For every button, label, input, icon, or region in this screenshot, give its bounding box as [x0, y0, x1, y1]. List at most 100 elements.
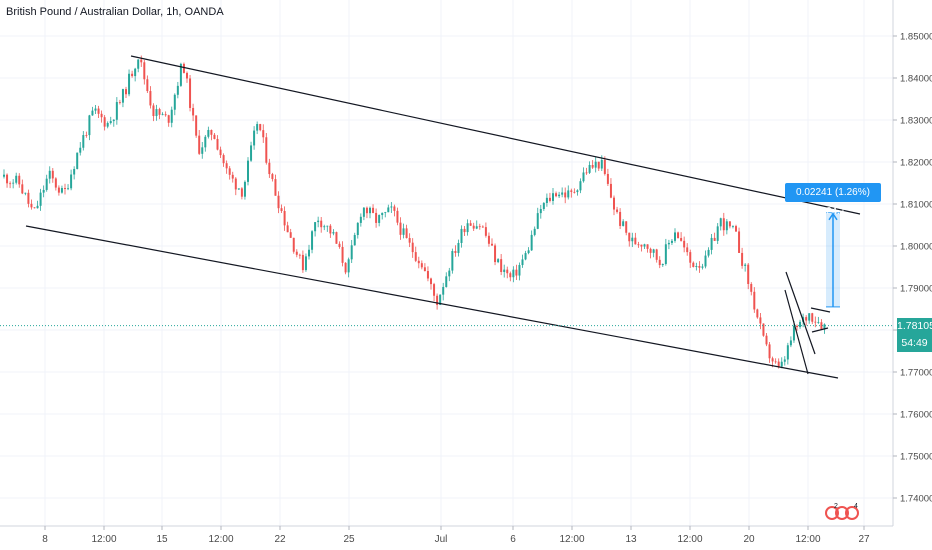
candle-body — [536, 213, 539, 229]
candle-body — [609, 183, 612, 198]
candle-body — [15, 175, 18, 183]
x-tick-label: 12:00 — [677, 534, 702, 545]
candle-body — [384, 212, 387, 213]
candle-body — [814, 321, 817, 323]
candle-body — [353, 235, 356, 246]
price-range-measure[interactable] — [826, 212, 840, 308]
candle-body — [451, 251, 454, 271]
candle-body — [433, 284, 436, 296]
candle-body — [109, 121, 112, 124]
candle-body — [576, 190, 579, 193]
candle-body — [399, 222, 402, 235]
candle-body — [210, 129, 213, 135]
measurement-arrowhead — [828, 212, 838, 221]
x-tick-label: 6 — [510, 534, 516, 545]
y-tick-label: 1.79000 — [900, 284, 932, 295]
candle-body — [247, 160, 249, 182]
candle-body — [713, 237, 716, 241]
x-tick-label: 12:00 — [559, 534, 584, 545]
candle-body — [420, 263, 423, 268]
candle-body — [128, 73, 131, 95]
candle-body — [561, 192, 564, 195]
candle-body — [359, 216, 362, 223]
candle-body — [695, 266, 698, 267]
y-tick-label: 1.82000 — [900, 158, 932, 169]
tradingview-logo: 2 4 — [824, 502, 864, 524]
candle-body — [539, 208, 542, 214]
candle-body — [628, 232, 631, 242]
time-axis[interactable]: 8 12:00 15 12:00 22 25 Jul 6 12:00 13 12:00 20 12:00… — [42, 526, 870, 545]
candle-body — [783, 359, 786, 362]
candle-body — [555, 193, 558, 197]
candle-body — [201, 147, 204, 154]
candle-body — [558, 194, 561, 197]
candle-body — [292, 237, 295, 252]
candle-body — [213, 134, 216, 139]
candle-body — [771, 358, 774, 362]
candle-body — [579, 181, 582, 191]
candle-body — [753, 291, 756, 310]
candle-body — [106, 123, 109, 127]
candle-body — [570, 190, 573, 192]
candle-body — [112, 119, 115, 122]
candle-body — [744, 264, 747, 266]
candle-body — [728, 221, 731, 227]
candle-body — [176, 85, 179, 95]
candle-body — [195, 115, 198, 136]
candle-body — [670, 240, 673, 243]
candle-body — [317, 220, 320, 223]
candle-body — [253, 130, 256, 146]
candle-body — [411, 242, 414, 253]
candle-body — [82, 135, 85, 148]
candle-body — [204, 136, 207, 148]
chart-title: British Pound / Australian Dollar, 1h, O… — [6, 6, 224, 18]
candle-body — [436, 295, 439, 305]
candle-body — [225, 163, 228, 169]
candle-body — [777, 361, 780, 367]
candle-body — [274, 179, 277, 196]
candle-body — [283, 210, 286, 226]
price-axis[interactable]: 1.85000 1.84000 1.83000 1.82000 1.81000 1.800… — [893, 32, 932, 505]
candle-body — [613, 197, 615, 210]
candle-body — [469, 223, 472, 226]
candle-body — [649, 248, 652, 253]
x-tick-label: 25 — [343, 534, 355, 545]
candle-body — [503, 269, 506, 273]
candle-body — [524, 253, 527, 260]
candle-body — [198, 135, 201, 154]
candle-body — [533, 228, 536, 235]
candle-body — [692, 262, 695, 267]
candle-body — [817, 322, 820, 324]
candle-body — [655, 249, 658, 260]
candle-body — [509, 273, 512, 278]
candle-body — [115, 102, 118, 120]
candle-body — [219, 149, 222, 156]
candle-body — [625, 221, 628, 233]
candle-body — [494, 245, 497, 263]
candle-body — [76, 152, 79, 169]
candle-body — [79, 147, 82, 153]
candle-body — [616, 209, 619, 212]
candle-body — [97, 108, 100, 114]
y-tick-label: 1.76000 — [900, 410, 932, 421]
candle-body — [423, 267, 426, 272]
candle-body — [268, 162, 271, 175]
candle-body — [12, 182, 15, 184]
candle-body — [786, 345, 789, 360]
candle-body — [329, 225, 332, 234]
candle-body — [228, 168, 231, 175]
candle-body — [515, 269, 518, 276]
candle-body — [48, 170, 51, 179]
candle-body — [646, 244, 649, 249]
candle-body — [73, 168, 76, 175]
y-tick-label: 1.75000 — [900, 452, 932, 463]
candle-body — [298, 254, 301, 256]
candle-body — [799, 321, 802, 328]
bar-countdown-label: 54:49 — [897, 334, 932, 352]
measurement-label: 0.02241 (1.26%) 224.1 — [785, 183, 881, 217]
candle-body — [594, 161, 597, 168]
candle-body — [689, 252, 692, 263]
candle-body — [54, 178, 57, 188]
candle-body — [597, 161, 600, 169]
